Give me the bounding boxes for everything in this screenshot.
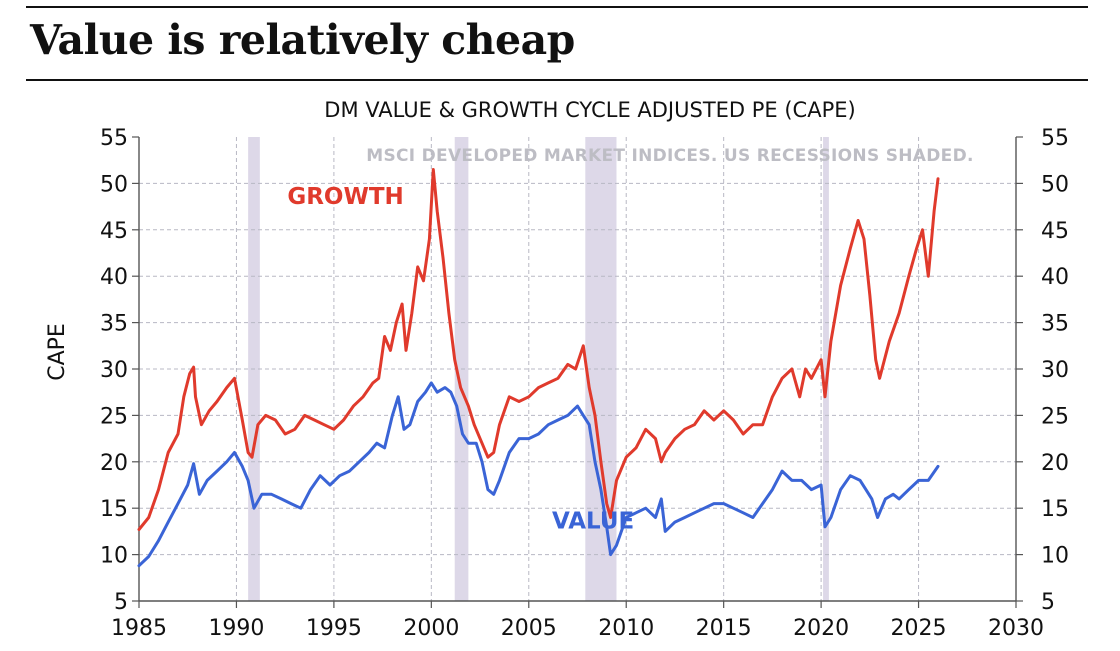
y-tick-label-left: 5	[114, 590, 128, 615]
axes	[132, 136, 1023, 608]
series-line-value	[137, 381, 940, 568]
y-tick-label-left: 15	[100, 497, 128, 522]
series-label-value: VALUE	[552, 509, 634, 535]
y-tick-label-right: 5	[1041, 590, 1055, 615]
chart-text: DM VALUE & GROWTH CYCLE ADJUSTED PE (CAP…	[45, 98, 1069, 641]
grid-lines	[139, 137, 1016, 601]
x-tick-label: 2010	[598, 616, 654, 641]
x-tick-label: 1985	[111, 616, 167, 641]
y-tick-label-left: 55	[100, 126, 128, 151]
y-tick-label-right: 45	[1041, 219, 1069, 244]
x-tick-label: 1990	[208, 616, 264, 641]
y-tick-label-left: 35	[100, 312, 128, 337]
y-tick-label-right: 35	[1041, 312, 1069, 337]
series-label-growth: GROWTH	[287, 184, 403, 210]
x-tick-label: 1995	[306, 616, 362, 641]
y-tick-label-right: 10	[1041, 544, 1069, 569]
x-tick-label: 2030	[988, 616, 1044, 641]
y-tick-label-right: 50	[1041, 172, 1069, 197]
y-tick-label-left: 50	[100, 172, 128, 197]
y-tick-label-right: 25	[1041, 404, 1069, 429]
title-underline	[26, 79, 1088, 81]
y-tick-label-left: 30	[100, 358, 128, 383]
x-tick-label: 2020	[793, 616, 849, 641]
chart-title: DM VALUE & GROWTH CYCLE ADJUSTED PE (CAP…	[324, 98, 855, 122]
series-lines	[137, 168, 940, 568]
y-axis-label: CAPE	[45, 323, 70, 381]
x-tick-label: 2015	[696, 616, 752, 641]
y-tick-label-right: 15	[1041, 497, 1069, 522]
y-tick-label-left: 45	[100, 219, 128, 244]
x-tick-label: 2000	[403, 616, 459, 641]
page-title: Value is relatively cheap	[30, 16, 575, 64]
x-tick-label: 2005	[501, 616, 557, 641]
y-tick-label-left: 40	[100, 265, 128, 290]
x-tick-label: 2025	[891, 616, 947, 641]
y-tick-label-left: 20	[100, 451, 128, 476]
y-tick-label-left: 25	[100, 404, 128, 429]
y-tick-label-right: 40	[1041, 265, 1069, 290]
chart-subtitle-note: MSCI DEVELOPED MARKET INDICES. US RECESS…	[366, 146, 974, 166]
y-tick-label-right: 30	[1041, 358, 1069, 383]
series-line-growth	[137, 168, 940, 531]
y-tick-label-left: 10	[100, 544, 128, 569]
y-tick-label-right: 55	[1041, 126, 1069, 151]
y-tick-label-right: 20	[1041, 451, 1069, 476]
top-rule	[26, 6, 1088, 8]
